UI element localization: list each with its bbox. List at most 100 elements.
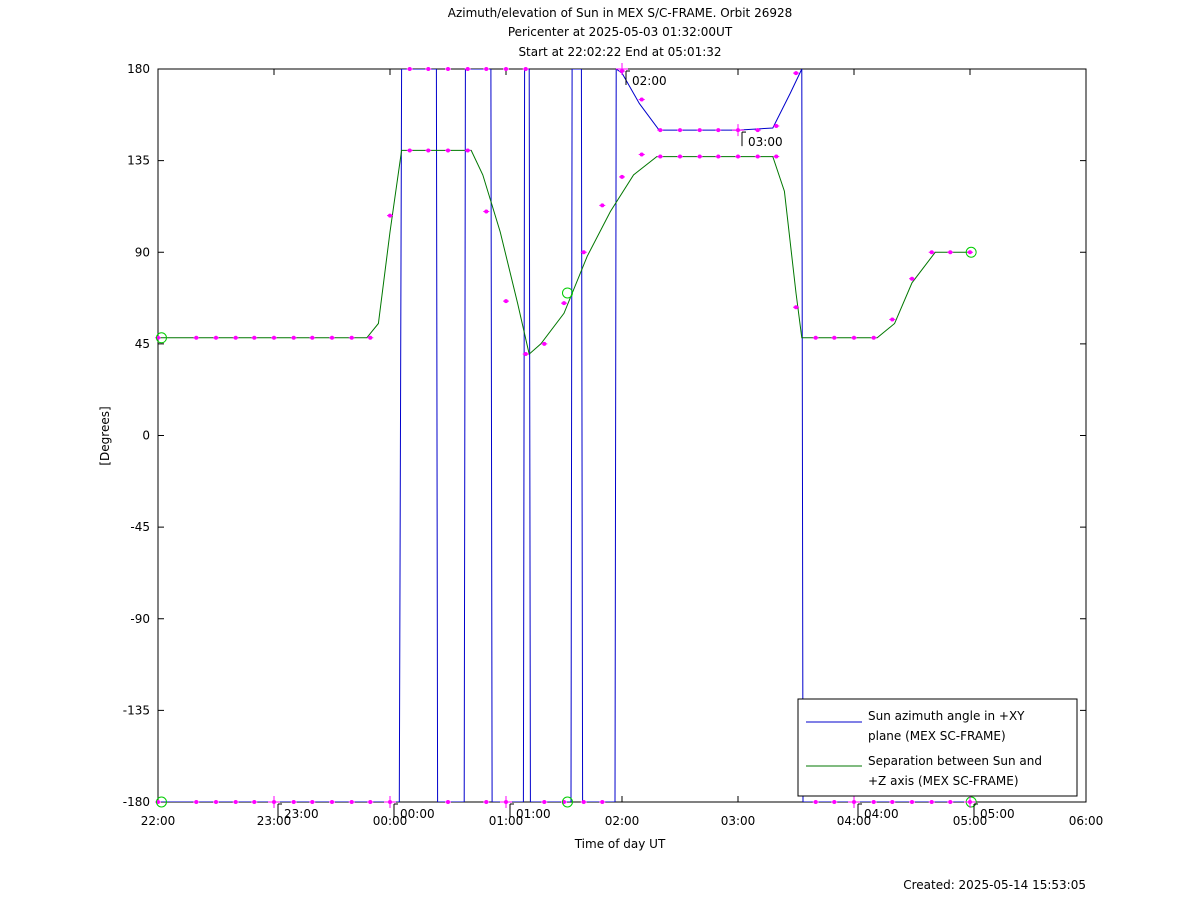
start-end-marker	[561, 796, 573, 808]
hour-annotation-label: 23:00	[284, 807, 319, 821]
x-tick-label: 04:00	[837, 814, 872, 828]
series-marker	[793, 305, 799, 310]
series-marker	[715, 128, 722, 133]
series-marker	[851, 335, 857, 340]
y-axis-label: [Degrees]	[98, 406, 112, 465]
series-marker	[251, 335, 258, 340]
series-marker	[387, 213, 393, 218]
series-marker	[696, 154, 703, 159]
series-marker	[541, 341, 548, 346]
series-marker	[232, 800, 239, 804]
x-tick-label: 23:00	[257, 814, 292, 828]
hour-annotation: 03:00	[732, 124, 783, 149]
y-tick-label: -90	[130, 612, 150, 626]
series-marker	[290, 800, 297, 804]
y-tick-label: -45	[130, 520, 150, 534]
series-marker	[812, 335, 819, 340]
chart-title: Azimuth/elevation of Sun in MEX S/C-FRAM…	[448, 6, 793, 20]
series-marker	[503, 299, 509, 304]
hour-annotation-label: 03:00	[748, 135, 783, 149]
created-timestamp: Created: 2025-05-14 15:53:05	[903, 878, 1086, 892]
series-marker	[831, 800, 838, 804]
series-marker	[638, 152, 645, 157]
series-marker	[309, 335, 316, 340]
series-marker	[638, 97, 645, 102]
series-marker	[522, 67, 529, 71]
series-marker	[909, 276, 915, 281]
series-marker	[754, 154, 761, 159]
y-tick-label: 0	[142, 429, 150, 443]
legend-label-azimuth-line1: Sun azimuth angle in +XY	[868, 709, 1025, 723]
series-line-separation	[158, 149, 970, 356]
series-marker	[831, 335, 838, 340]
series-marker	[425, 67, 432, 71]
series-marker	[754, 128, 761, 133]
series-marker	[793, 71, 799, 76]
series-marker	[483, 800, 490, 804]
series-marker	[503, 67, 509, 71]
series-marker	[870, 335, 877, 340]
y-tick-label: 90	[135, 245, 150, 259]
series-marker	[406, 148, 413, 153]
series-marker	[947, 800, 954, 804]
series-marker	[677, 154, 683, 159]
series-marker	[329, 335, 335, 340]
series-marker	[483, 67, 490, 71]
series-marker	[773, 124, 780, 129]
hour-annotation-label: 02:00	[632, 74, 667, 88]
series-marker	[483, 209, 490, 214]
series-marker	[367, 800, 374, 804]
start-end-marker	[561, 287, 573, 299]
hour-annotation: 00:00	[384, 796, 435, 821]
y-tick-label: 45	[135, 337, 150, 351]
series-marker	[213, 800, 219, 804]
legend-box	[797, 698, 1078, 797]
hour-annotation: 23:00	[268, 796, 319, 821]
legend-label-azimuth-line2: plane (MEX SC-FRAME)	[868, 729, 1006, 743]
y-tick-label: 180	[127, 62, 150, 76]
series-marker	[812, 800, 819, 804]
series-marker	[232, 335, 239, 340]
x-tick-label: 22:00	[141, 814, 176, 828]
series-group	[158, 69, 970, 802]
series-marker	[464, 67, 471, 71]
series-marker	[445, 67, 451, 71]
series-marker	[271, 335, 277, 340]
series-marker	[251, 800, 258, 804]
chart-subtitle-start-end: Start at 22:02:22 End at 05:01:32	[518, 45, 721, 59]
start-end-marker	[965, 246, 977, 258]
series-marker	[928, 250, 935, 255]
series-marker	[657, 128, 664, 133]
x-tick-label: 00:00	[373, 814, 408, 828]
hour-annotation: 02:00	[616, 63, 667, 88]
series-marker	[677, 128, 683, 133]
start-end-marker	[155, 796, 167, 808]
series-marker	[445, 800, 451, 804]
series-marker	[928, 800, 935, 804]
series-marker	[290, 335, 297, 340]
y-tick-labels: 180 135 90 45 0 -45 -90 -135 -180	[123, 62, 150, 809]
series-marker	[445, 148, 451, 153]
series-marker	[889, 317, 896, 322]
series-marker	[406, 67, 413, 71]
y-tick-label: -135	[123, 703, 150, 717]
x-tick-label: 02:00	[605, 814, 640, 828]
x-tick-label: 06:00	[1069, 814, 1104, 828]
hour-annotation-label: 00:00	[400, 807, 435, 821]
series-marker	[735, 154, 741, 159]
series-marker	[599, 800, 606, 804]
series-marker	[561, 301, 567, 306]
series-marker	[348, 800, 355, 804]
series-marker	[522, 352, 529, 357]
legend: Sun azimuth angle in +XY plane (MEX SC-F…	[797, 698, 1078, 797]
y-tick-label: 135	[127, 154, 150, 168]
series-marker	[309, 800, 316, 804]
hour-annotation: 04:00	[848, 796, 899, 821]
series-marker	[909, 800, 915, 804]
hour-annotation-label: 04:00	[864, 807, 899, 821]
series-marker	[657, 154, 664, 159]
series-marker	[599, 203, 606, 208]
x-tick-label: 05:00	[953, 814, 988, 828]
series-marker	[464, 148, 471, 153]
